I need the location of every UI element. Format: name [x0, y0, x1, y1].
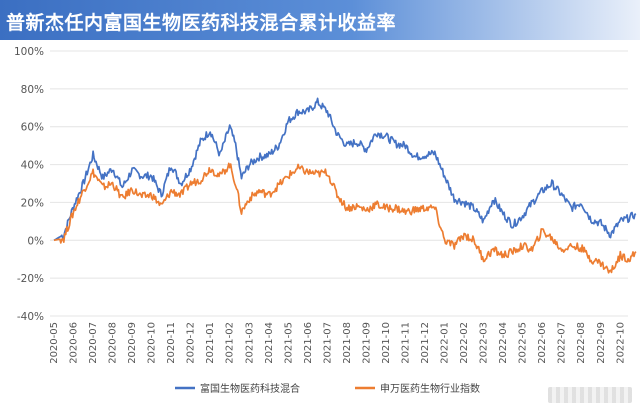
x-tick-label: 2021-01 — [205, 322, 216, 364]
y-tick-label: 80% — [21, 84, 44, 96]
series-line-index — [53, 162, 637, 274]
y-tick-label: 60% — [21, 122, 44, 134]
x-tick-label: 2022-05 — [518, 322, 529, 364]
y-tick-label: -20% — [17, 273, 44, 285]
x-tick-label: 2020-10 — [147, 322, 158, 364]
chart-area: 100% 80% 60% 40% 20% 0% -20% -40% 2020-05 2020-06… — [0, 40, 640, 409]
x-tick-label: 2020-11 — [166, 322, 177, 364]
x-tick-label: 2022-06 — [537, 322, 548, 364]
watermark-blur — [548, 387, 632, 403]
legend-label: 申万医药生物行业指数 — [380, 382, 480, 395]
x-tick-label: 2020-07 — [88, 322, 99, 364]
line-chart: 100% 80% 60% 40% 20% 0% -20% -40% 2020-05 2020-06… — [14, 46, 637, 395]
title-banner: 普新杰任内富国生物医药科技混合累计收益率 — [0, 0, 640, 40]
x-tick-label: 2020-08 — [108, 322, 119, 364]
x-tick-label: 2022-09 — [596, 322, 607, 364]
x-tick-label: 2021-06 — [303, 322, 314, 364]
x-tick-label: 2022-01 — [440, 322, 451, 364]
x-tick-label: 2022-02 — [459, 322, 470, 364]
x-tick-label: 2020-09 — [127, 322, 138, 364]
x-tick-label: 2020-12 — [186, 322, 197, 364]
x-tick-label: 2020-05 — [49, 322, 60, 364]
x-tick-label: 2022-03 — [479, 322, 490, 364]
x-tick-label: 2021-03 — [244, 322, 255, 364]
y-tick-label: 40% — [21, 160, 44, 172]
y-tick-label: 0% — [27, 235, 44, 247]
x-tick-label: 2021-08 — [342, 322, 353, 364]
x-tick-label: 2021-12 — [420, 322, 431, 364]
y-tick-label: 100% — [14, 46, 44, 58]
x-tick-label: 2022-08 — [576, 322, 587, 364]
chart-title: 普新杰任内富国生物医药科技混合累计收益率 — [6, 12, 397, 34]
x-tick-label: 2021-04 — [264, 322, 275, 364]
x-tick-label: 2021-02 — [225, 322, 236, 364]
x-tick-label: 2021-05 — [283, 322, 294, 364]
series-line-fund — [53, 97, 637, 242]
x-tick-label: 2021-07 — [322, 322, 333, 364]
x-tick-label: 2022-10 — [615, 322, 626, 364]
x-tick-label: 2022-07 — [557, 322, 568, 364]
x-tick-label: 2022-04 — [498, 322, 509, 364]
y-tick-label: 20% — [21, 197, 44, 209]
x-tick-label: 2020-06 — [69, 322, 80, 364]
legend-label: 富国生物医药科技混合 — [200, 382, 300, 395]
x-tick-label: 2021-11 — [400, 322, 411, 364]
x-tick-label: 2021-10 — [381, 322, 392, 364]
y-tick-label: -40% — [17, 311, 44, 323]
x-tick-label: 2021-09 — [361, 322, 372, 364]
